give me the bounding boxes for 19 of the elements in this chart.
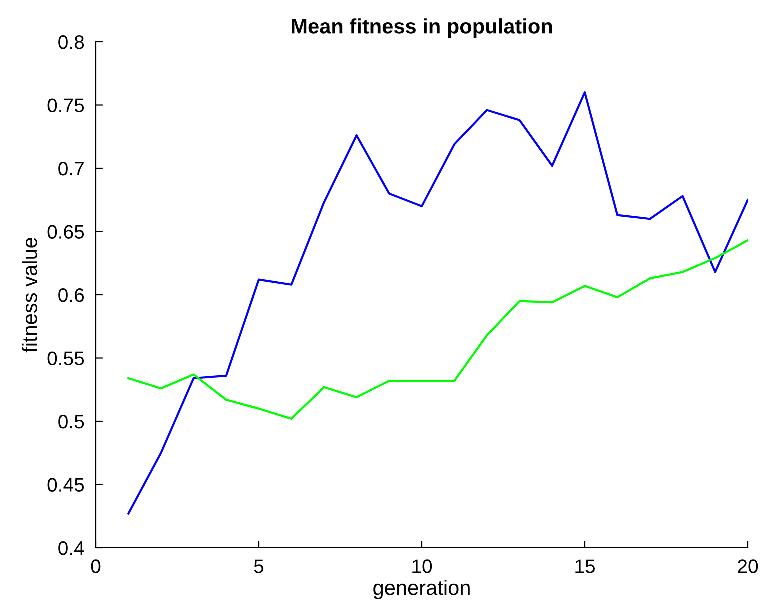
chart-title: Mean fitness in population — [292, 18, 552, 38]
y-tick-label: 0.8 — [58, 35, 84, 50]
line-series — [128, 92, 748, 515]
x-tick-label: 10 — [412, 560, 432, 574]
y-tick-label: 0.5 — [58, 414, 84, 429]
y-tick-label: 0.7 — [58, 162, 84, 176]
y-axis-title: fitness value — [22, 238, 38, 353]
y-tick-label: 0.75 — [48, 98, 84, 112]
x-tick-label: 0 — [91, 560, 101, 574]
y-tick-label: 0.65 — [48, 225, 84, 239]
x-tick-label: 15 — [576, 560, 595, 574]
line-series — [128, 240, 748, 420]
x-tick-label: 5 — [254, 560, 264, 574]
x-tick-label: 20 — [738, 560, 758, 574]
y-tick-label: 0.45 — [48, 478, 84, 492]
y-tick-label: 0.55 — [48, 352, 84, 366]
x-axis-title: generation — [374, 580, 470, 600]
y-tick-label: 0.6 — [58, 288, 84, 302]
y-tick-label: 0.4 — [58, 541, 84, 556]
